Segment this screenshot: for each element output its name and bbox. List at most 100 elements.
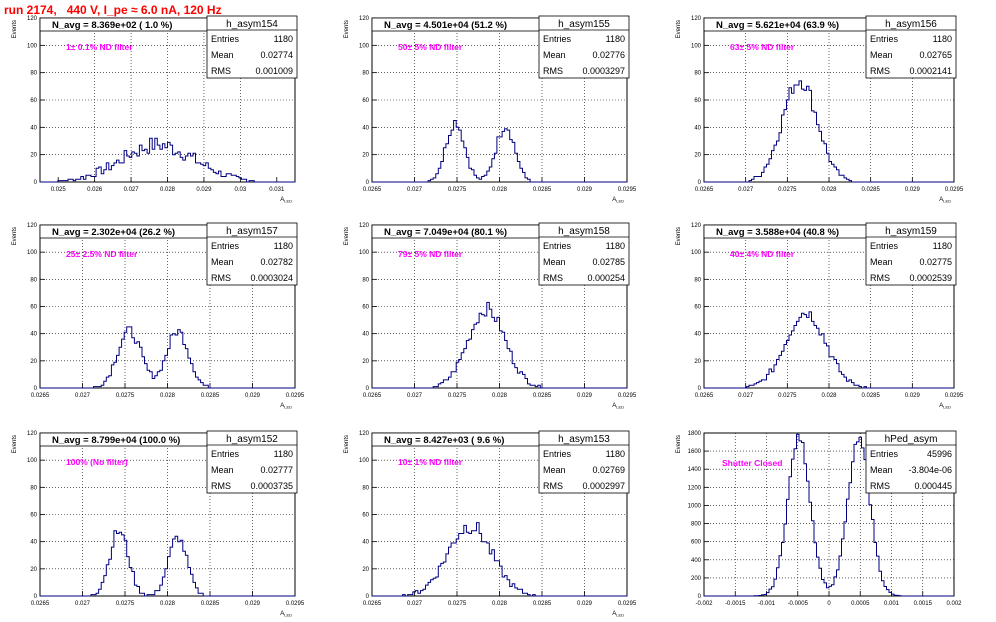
histogram-line: [40, 530, 295, 597]
x-tick-label: 0.025: [51, 187, 67, 193]
x-tick-label: 0.029: [577, 393, 593, 399]
navg-label: N_avg = 8.799e+04 (100.0 %): [52, 435, 180, 446]
x-tick-label: 0.029: [577, 187, 593, 193]
x-tick-label: 0.028: [160, 393, 176, 399]
y-tick-label: 20: [30, 153, 37, 159]
x-tick-label: 0.028: [821, 187, 837, 193]
y-tick-label: 20: [30, 359, 37, 365]
x-tick-label: 0.0265: [363, 601, 382, 607]
stats-key: Mean: [211, 50, 234, 60]
histogram-name: h_asym159: [885, 226, 937, 237]
x-axis-title: ALED: [280, 197, 292, 204]
navg-label: N_avg = 5.621e+04 (63.9 %): [716, 20, 839, 31]
y-tick-label: 40: [30, 125, 37, 131]
x-tick-label: 0.0285: [861, 393, 880, 399]
x-axis-title: ALED: [280, 403, 292, 410]
y-tick-label: 120: [359, 431, 370, 437]
stats-key: RMS: [211, 273, 231, 283]
x-tick-label: 0.0015: [914, 601, 933, 607]
stats-key: Entries: [211, 449, 240, 459]
x-tick-label: 0.028: [821, 393, 837, 399]
y-tick-label: 120: [691, 223, 702, 229]
x-tick-label: -0.0015: [725, 601, 746, 607]
stats-key: Mean: [870, 465, 893, 475]
filter-label: 25± 2.5% ND filter: [66, 249, 138, 259]
stats-value: 0.001009: [255, 66, 293, 76]
stats-value: 1180: [933, 34, 952, 44]
stats-value: 1180: [606, 241, 625, 251]
y-axis-title: Events: [12, 227, 18, 245]
x-tick-label: 0.0265: [695, 187, 714, 193]
histogram-line: [372, 522, 627, 597]
stats-value: 0.0002141: [909, 66, 952, 76]
y-tick-label: 40: [694, 332, 701, 338]
x-tick-label: 0.029: [245, 601, 261, 607]
y-tick-label: 200: [691, 576, 702, 582]
stats-key: Mean: [543, 465, 566, 475]
x-tick-label: 0.0285: [533, 393, 552, 399]
stats-value: 0.02774: [260, 50, 293, 60]
x-tick-label: 0.027: [407, 187, 423, 193]
stats-box: [538, 15, 630, 79]
histogram-name: h_asym155: [558, 19, 610, 30]
y-tick-label: 1200: [688, 485, 702, 491]
stats-key: Mean: [211, 257, 234, 267]
x-tick-label: 0.031: [269, 187, 285, 193]
y-tick-label: 120: [359, 16, 370, 22]
x-tick-label: 0.0265: [363, 393, 382, 399]
y-tick-label: 0: [698, 180, 702, 186]
histogram-name: h_asym157: [226, 226, 278, 237]
filter-label: 1± 0.1% ND filter: [66, 42, 133, 52]
x-tick-label: 0.0005: [851, 601, 870, 607]
x-tick-label: 0.027: [75, 601, 91, 607]
stats-box: [538, 222, 630, 286]
y-tick-label: 100: [691, 43, 702, 49]
filter-label: 50± 5% ND filter: [398, 42, 463, 52]
x-tick-label: 0.0285: [533, 187, 552, 193]
stats-key: RMS: [870, 273, 890, 283]
stats-box: [538, 430, 630, 494]
stats-value: 1180: [933, 241, 952, 251]
y-tick-label: 400: [691, 558, 702, 564]
x-tick-label: 0.0265: [695, 393, 714, 399]
stats-key: Mean: [543, 50, 566, 60]
histogram-name: h_asym158: [558, 226, 610, 237]
x-tick-label: 0.0265: [363, 187, 382, 193]
stats-key: Mean: [543, 257, 566, 267]
y-tick-label: 20: [694, 359, 701, 365]
histogram-line: [372, 120, 627, 183]
y-tick-label: 60: [30, 98, 37, 104]
stats-value: 0.02769: [592, 465, 625, 475]
y-tick-label: 80: [30, 485, 37, 491]
stats-value: 0.02782: [260, 257, 293, 267]
y-tick-label: 40: [694, 125, 701, 131]
x-tick-label: 0.0285: [861, 187, 880, 193]
filter-label: 63± 5% ND filter: [730, 42, 795, 52]
stats-key: Entries: [870, 449, 899, 459]
navg-label: N_avg = 4.501e+04 (51.2 %): [384, 20, 507, 31]
x-tick-label: 0.0295: [618, 601, 637, 607]
y-tick-label: 1400: [688, 467, 702, 473]
stats-box: [865, 430, 957, 494]
x-tick-label: 0.026: [87, 187, 103, 193]
y-tick-label: 1000: [688, 503, 702, 509]
y-tick-label: 80: [30, 277, 37, 283]
y-tick-label: 20: [694, 153, 701, 159]
filter-label: 79± 5% ND filter: [398, 249, 463, 259]
x-tick-label: 0: [827, 601, 831, 607]
stats-value: 1180: [274, 241, 293, 251]
navg-label: N_avg = 8.369e+02 ( 1.0 %): [52, 20, 172, 31]
stats-key: Entries: [543, 34, 572, 44]
y-tick-label: 120: [359, 223, 370, 229]
y-tick-label: 60: [362, 513, 369, 519]
stats-key: Mean: [211, 465, 234, 475]
stats-key: RMS: [870, 66, 890, 76]
histogram-line: [372, 301, 627, 389]
y-tick-label: 100: [691, 250, 702, 256]
x-tick-label: 0.027: [738, 393, 754, 399]
stats-key: Entries: [543, 241, 572, 251]
x-tick-label: 0.029: [905, 187, 921, 193]
y-axis-title: Events: [676, 227, 682, 245]
stats-key: Entries: [870, 241, 899, 251]
